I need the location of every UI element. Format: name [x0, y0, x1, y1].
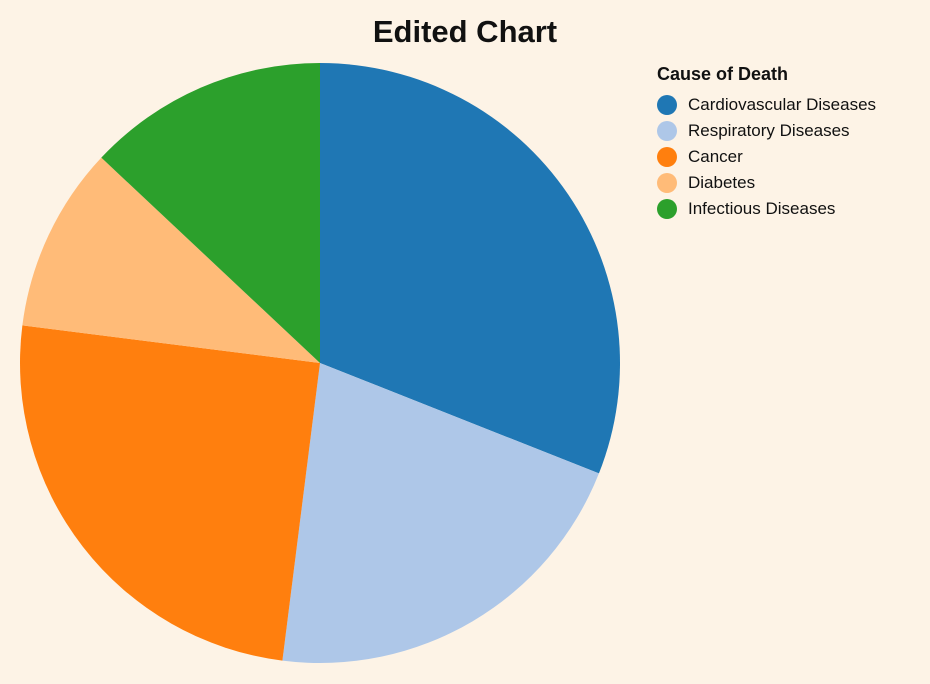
pie-slice-diabetes — [22, 157, 320, 363]
legend: Cause of Death Cardiovascular Diseases Re… — [657, 63, 876, 222]
legend-item: Cancer — [657, 144, 876, 170]
legend-label: Cancer — [688, 147, 743, 166]
pie-slice-respiratory-diseases — [282, 363, 599, 663]
chart-title: Edited Chart — [372, 14, 558, 49]
legend-title: Cause of Death — [657, 64, 789, 84]
legend-items: Cardiovascular Diseases Respiratory Disea… — [657, 92, 876, 222]
legend-swatch — [657, 199, 677, 219]
pie-slices — [20, 63, 620, 663]
legend-label: Respiratory Diseases — [688, 121, 850, 140]
legend-swatch — [657, 173, 677, 193]
pie-slice-cardiovascular-diseases — [320, 63, 620, 474]
legend-label: Diabetes — [688, 173, 756, 192]
legend-label: Infectious Diseases — [688, 199, 836, 218]
legend-swatch — [657, 95, 677, 115]
legend-item: Diabetes — [657, 170, 876, 196]
legend-swatch — [657, 121, 677, 141]
pie-slice-infectious-diseases — [101, 63, 320, 363]
legend-item: Respiratory Diseases — [657, 118, 876, 144]
pie-slice-cancer — [20, 325, 321, 661]
legend-label: Cardiovascular Diseases — [688, 95, 877, 114]
legend-swatch — [657, 147, 677, 167]
legend-item: Infectious Diseases — [657, 196, 876, 222]
legend-item: Cardiovascular Diseases — [657, 92, 876, 118]
